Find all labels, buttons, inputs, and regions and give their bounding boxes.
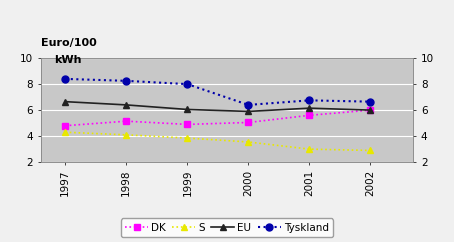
Tyskland (306, 99, 312, 102)
Line: EU: EU (62, 98, 374, 115)
EU (306, 107, 312, 110)
S (63, 131, 68, 134)
Tyskland (185, 83, 190, 85)
EU (63, 100, 68, 103)
Line: S: S (63, 129, 373, 153)
Tyskland (123, 79, 129, 82)
DK (306, 114, 312, 117)
S (123, 133, 129, 136)
Legend: DK, S, EU, Tyskland: DK, S, EU, Tyskland (121, 219, 333, 237)
Text: Euro/100: Euro/100 (41, 38, 97, 48)
Line: Tyskland: Tyskland (62, 76, 374, 108)
S (368, 149, 373, 152)
DK (185, 123, 190, 126)
S (306, 148, 312, 151)
S (185, 137, 190, 140)
Tyskland (246, 103, 251, 106)
S (246, 141, 251, 144)
EU (185, 108, 190, 111)
Line: DK: DK (63, 107, 373, 129)
EU (368, 109, 373, 112)
DK (63, 124, 68, 127)
DK (123, 120, 129, 123)
DK (246, 121, 251, 124)
Text: kWh: kWh (54, 55, 82, 65)
EU (123, 103, 129, 106)
EU (246, 110, 251, 113)
Tyskland (63, 77, 68, 80)
DK (368, 109, 373, 112)
Tyskland (368, 100, 373, 103)
